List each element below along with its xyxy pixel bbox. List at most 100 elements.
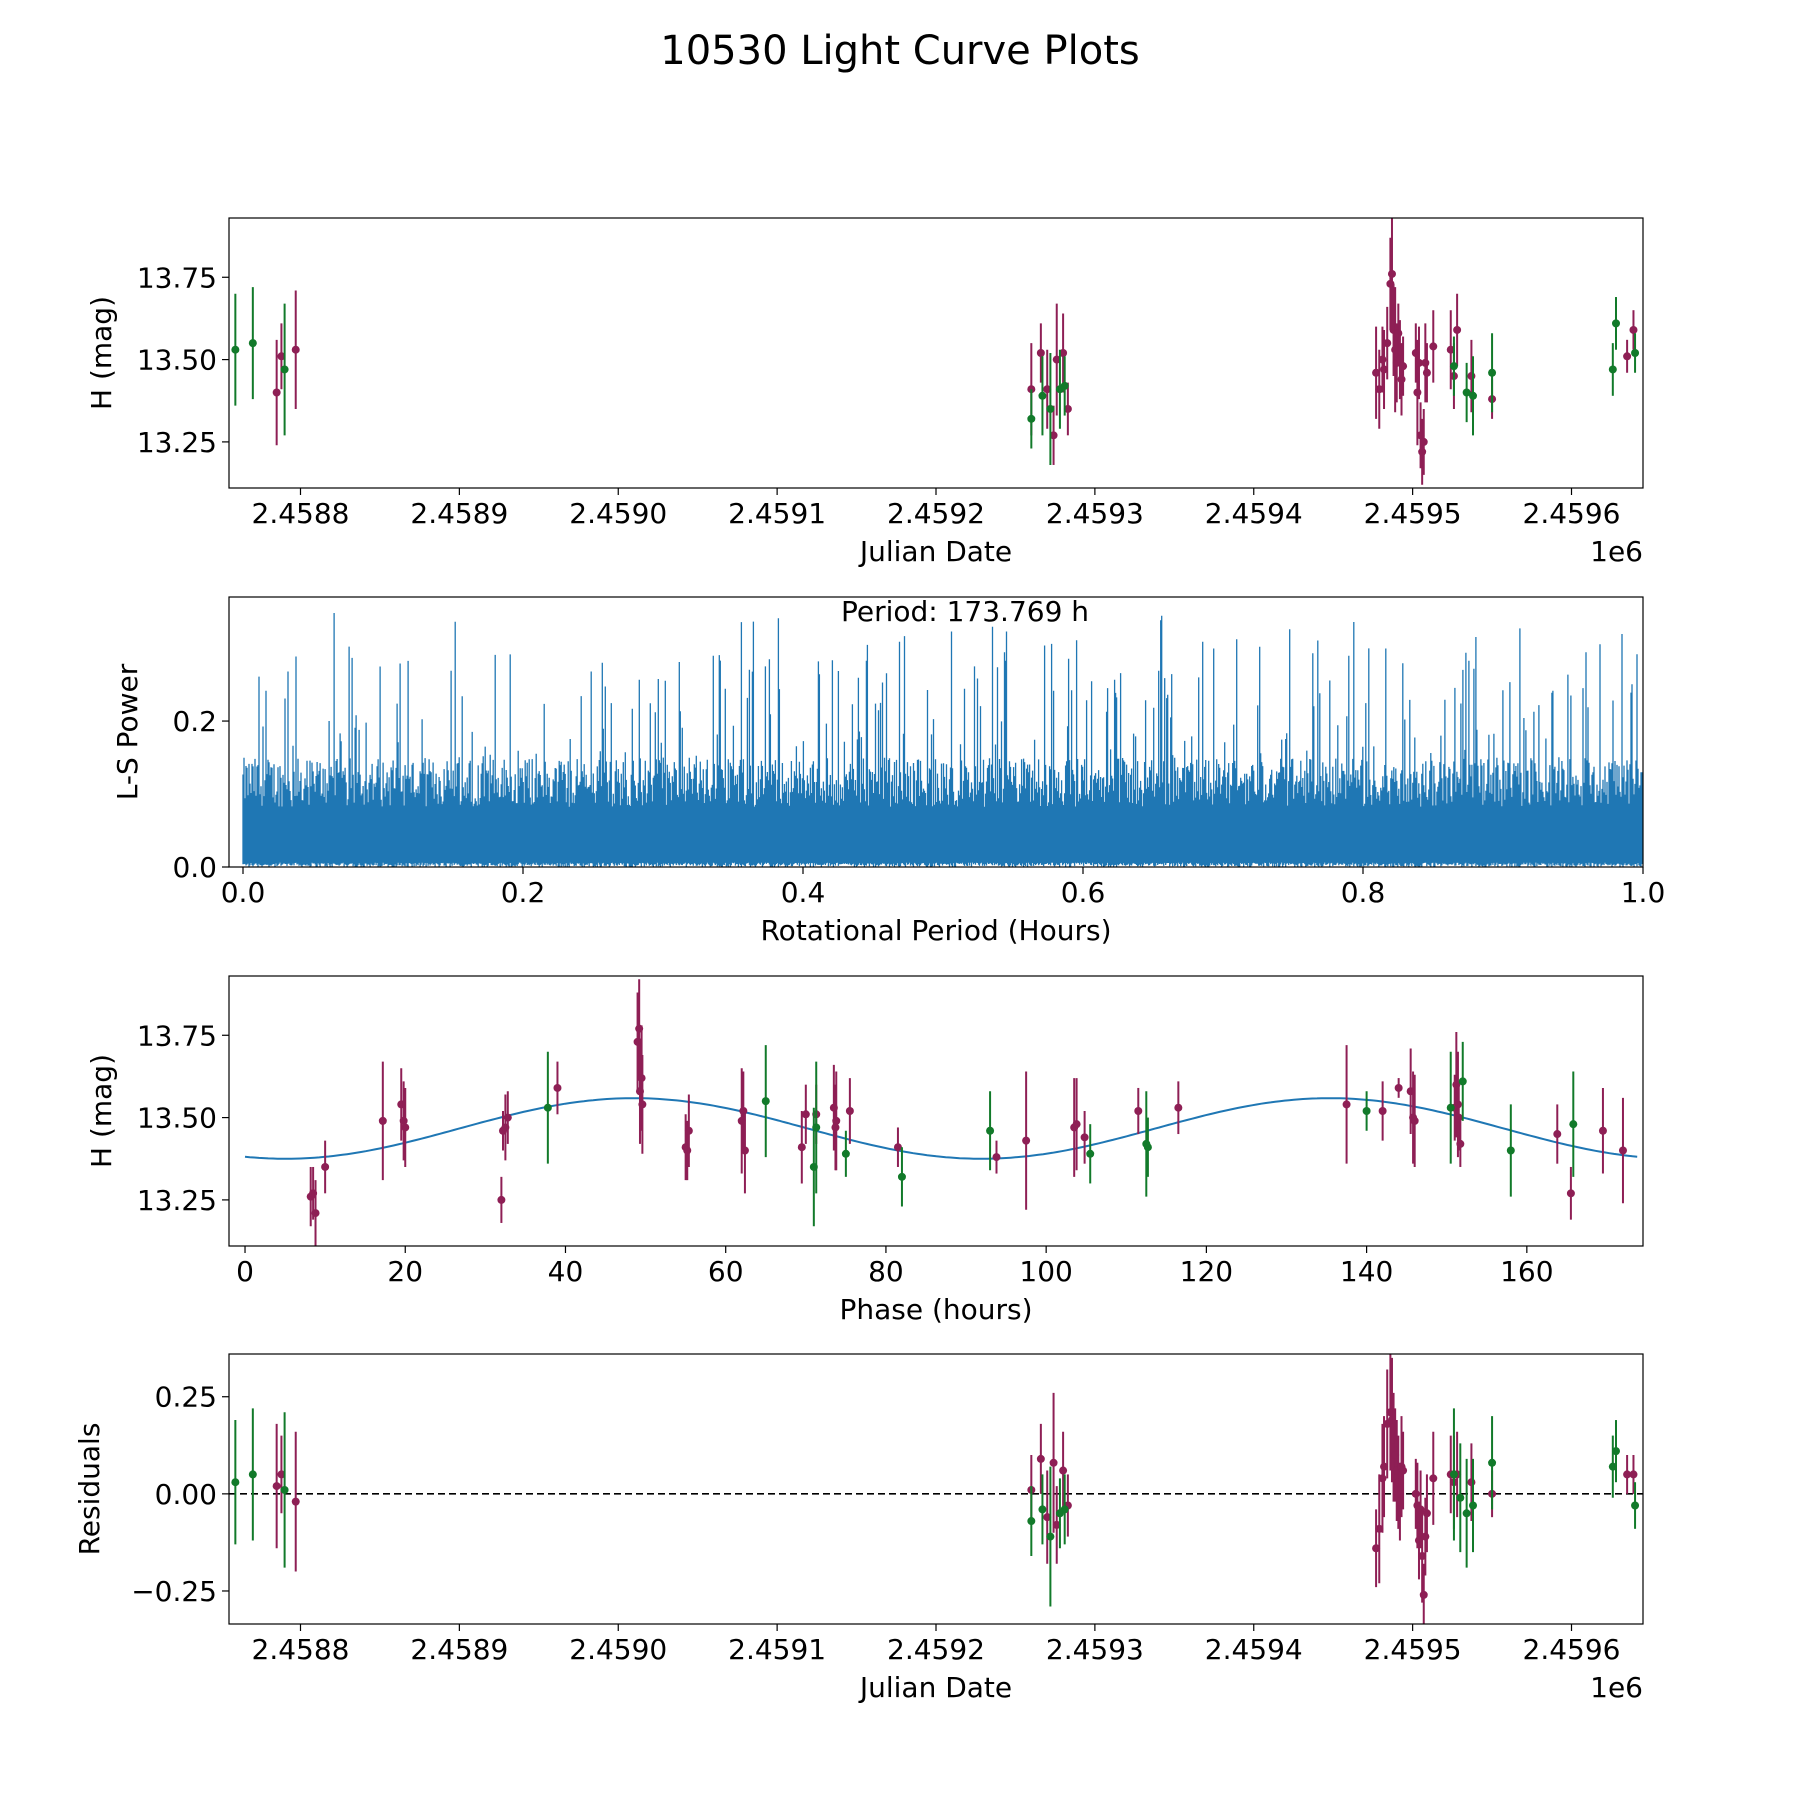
data-point (277, 1470, 286, 1479)
data-point (1378, 355, 1387, 364)
data-point (1506, 1146, 1515, 1155)
x-tick-label: 120 (1180, 1255, 1233, 1288)
data-point (1629, 1470, 1638, 1479)
power-spectrum-line (242, 613, 1643, 867)
data-point (1611, 1447, 1620, 1456)
data-point (1063, 404, 1072, 413)
data-point (739, 1107, 748, 1115)
data-point (1394, 1083, 1403, 1092)
data-point (1375, 1524, 1384, 1533)
data-point (503, 1113, 512, 1122)
data-point (1052, 355, 1061, 364)
data-point (280, 365, 289, 374)
data-point (683, 1146, 692, 1155)
plot-frame (228, 1353, 1644, 1625)
sinusoid-fit-line (244, 1097, 1638, 1160)
data-point (1059, 349, 1068, 357)
axis-offset-text: 1e6 (1590, 535, 1643, 568)
data-point (1566, 1189, 1575, 1198)
data-point (1072, 1120, 1081, 1129)
data-point (1052, 1520, 1061, 1529)
raw-light-curve-panel: 2.4588 2.4589 2.4590 2.4591 2.4592 2.4593 2.45… (85, 217, 1644, 568)
x-tick-label: 2.4591 (728, 497, 826, 530)
data-point (1608, 365, 1617, 374)
data-point (812, 1123, 821, 1132)
data-point (321, 1162, 330, 1171)
y-tick-label: 13.75 (137, 1019, 217, 1052)
data-point (1469, 1501, 1478, 1510)
data-point (1387, 269, 1396, 278)
y-tick-label: 13.25 (137, 1184, 217, 1217)
y-axis-label: H (mag) (85, 296, 118, 410)
axis-offset-text: 1e6 (1590, 1671, 1643, 1704)
periodogram-panel: 0.0 0.2 0.4 0.6 0.8 1.0 0.0 0.2 Rotational Perio… (111, 595, 1665, 947)
data-point (1411, 1489, 1420, 1498)
data-point (1449, 1470, 1458, 1479)
x-tick-label: 2.4594 (1205, 497, 1303, 530)
data-point (1362, 1107, 1371, 1115)
data-point (1038, 391, 1047, 400)
data-point (845, 1107, 854, 1115)
data-point (1456, 1493, 1465, 1502)
data-point (311, 1209, 320, 1218)
data-points-group (231, 1354, 1640, 1624)
data-point (1611, 319, 1620, 328)
data-point (1488, 368, 1497, 377)
x-tick-label: 20 (387, 1255, 423, 1288)
x-tick-label: 2.4590 (569, 497, 667, 530)
data-point (1422, 368, 1431, 377)
x-tick-label: 2.4596 (1523, 1633, 1621, 1666)
data-point (761, 1097, 770, 1106)
data-point (1419, 1590, 1428, 1599)
x-tick-label: 0 (236, 1255, 254, 1288)
data-point (1022, 1136, 1031, 1145)
data-point (1488, 1458, 1497, 1467)
data-point (1623, 352, 1632, 361)
data-point (231, 345, 240, 354)
data-point (231, 1478, 240, 1487)
x-axis-label: Rotational Period (Hours) (760, 914, 1111, 947)
data-point (1043, 385, 1052, 394)
data-point (1372, 1544, 1381, 1553)
y-tick-label: 13.50 (137, 1102, 217, 1135)
data-point (1378, 1107, 1387, 1115)
x-tick-label: 2.4592 (887, 1633, 985, 1666)
data-point (1462, 388, 1471, 397)
x-tick-label: 2.4595 (1364, 1633, 1462, 1666)
x-tick-label: 0.0 (221, 876, 266, 909)
x-axis-label: Julian Date (858, 535, 1012, 568)
data-point (1469, 391, 1478, 400)
data-point (1446, 1103, 1455, 1112)
y-axis-label: L-S Power (111, 663, 144, 800)
data-point (1456, 1139, 1465, 1148)
data-point (553, 1083, 562, 1092)
data-point (801, 1110, 810, 1119)
data-point (277, 352, 286, 361)
data-point (986, 1126, 995, 1135)
data-point (1467, 372, 1476, 381)
x-tick-label: 2.4589 (410, 1633, 508, 1666)
data-point (1598, 1126, 1607, 1135)
plot-frame (228, 596, 1644, 868)
data-point (1410, 1116, 1419, 1125)
data-point (1446, 345, 1455, 354)
data-point (832, 1116, 841, 1125)
data-point (291, 1497, 300, 1506)
data-point (1046, 1532, 1055, 1541)
data-point (401, 1123, 410, 1132)
x-tick-label: 1.0 (1621, 876, 1666, 909)
x-tick-label: 2.4593 (1046, 1633, 1144, 1666)
data-point (1397, 375, 1406, 384)
x-tick-label: 100 (1019, 1255, 1072, 1288)
data-point (543, 1103, 552, 1112)
best-period-annotation: Period: 173.769 h (841, 595, 1089, 628)
data-point (1429, 342, 1438, 351)
x-tick-label: 0.2 (501, 876, 546, 909)
x-axis-label: Julian Date (858, 1671, 1012, 1704)
x-tick-label: 40 (548, 1255, 584, 1288)
data-point (248, 1470, 257, 1479)
x-tick-label: 2.4588 (252, 497, 350, 530)
x-tick-label: 0.6 (1061, 876, 1106, 909)
y-tick-label: 13.25 (137, 426, 217, 459)
data-point (1380, 365, 1389, 374)
